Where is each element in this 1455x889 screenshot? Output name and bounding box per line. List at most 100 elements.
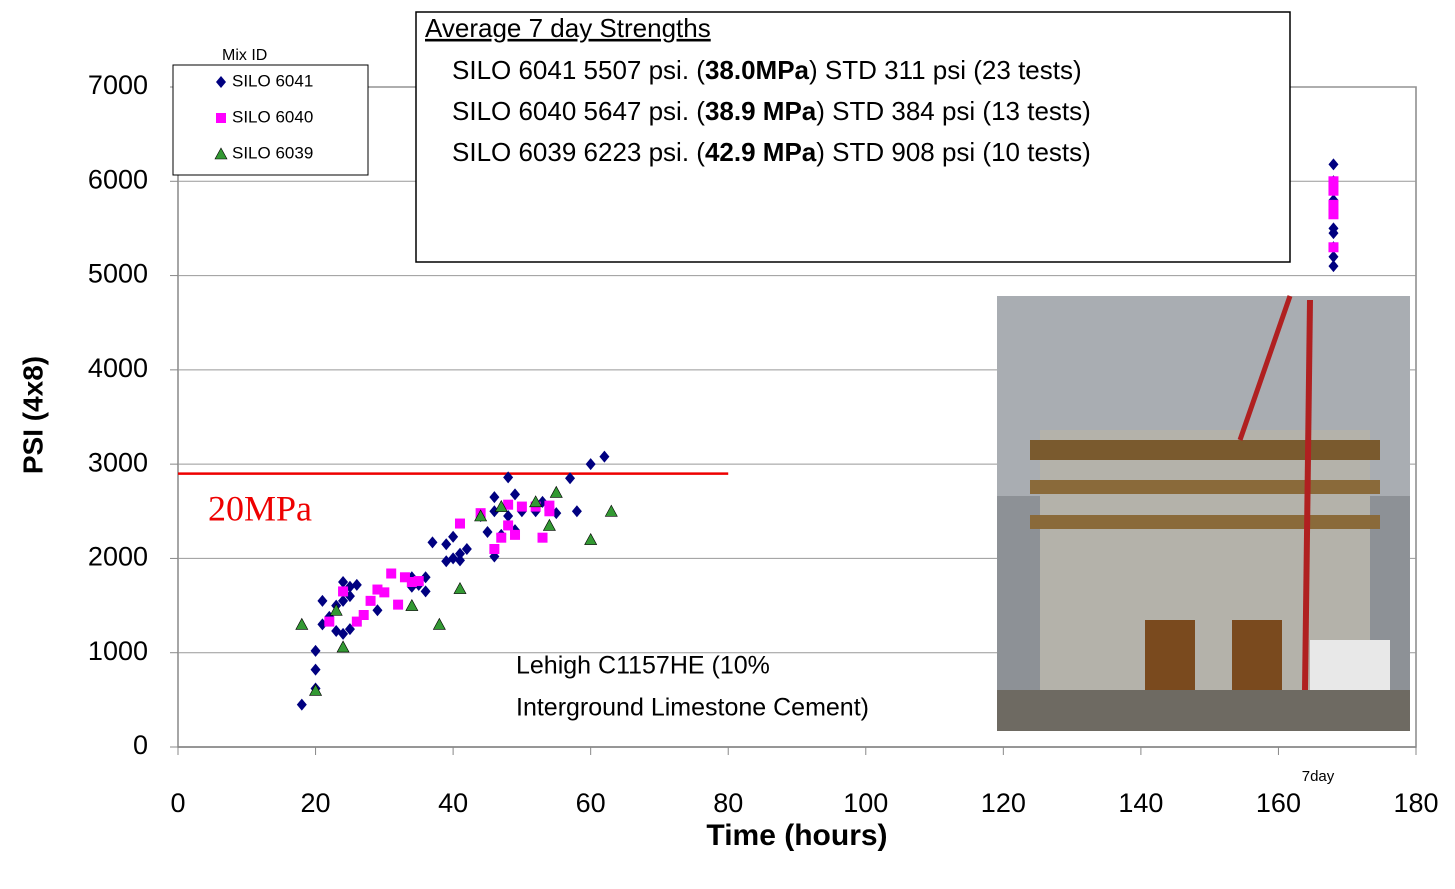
marker <box>324 616 335 627</box>
summary-text: ) STD 908 psi (10 tests) <box>816 137 1091 167</box>
marker <box>503 499 514 510</box>
summary-bold: 42.9 MPa <box>705 137 817 167</box>
y-axis-title: PSI (4x8) <box>17 356 48 474</box>
marker <box>510 529 521 540</box>
marker <box>379 587 390 598</box>
marker <box>565 472 576 485</box>
legend-label: SILO 6041 <box>232 71 313 90</box>
marker <box>317 594 328 607</box>
marker <box>336 640 350 653</box>
x-tick-label: 120 <box>981 788 1026 818</box>
marker <box>454 554 465 567</box>
y-tick-label: 2000 <box>88 542 148 572</box>
marker <box>338 627 349 640</box>
marker <box>1328 209 1339 220</box>
note: Lehigh C1157HE (10% <box>516 652 770 680</box>
marker <box>338 594 349 607</box>
marker <box>295 617 309 630</box>
marker <box>405 598 419 611</box>
marker <box>329 603 343 616</box>
legend-label: SILO 6039 <box>232 143 313 162</box>
summary-title: Average 7 day Strengths <box>425 13 711 43</box>
summary-text: ) STD 311 psi (23 tests) <box>809 55 1082 85</box>
summary-line: SILO 6039 6223 psi. (42.9 MPa) STD 908 p… <box>452 137 1091 167</box>
marker <box>310 644 321 657</box>
marker <box>482 526 493 539</box>
marker <box>510 488 521 501</box>
marker <box>454 547 465 560</box>
marker <box>448 552 459 565</box>
marker <box>441 538 452 551</box>
legend-title: Mix ID <box>222 47 267 64</box>
x-tick-label: 180 <box>1393 788 1438 818</box>
summary-bold: 38.9 MPa <box>705 96 817 126</box>
marker <box>386 568 397 579</box>
marker <box>1328 260 1339 273</box>
marker <box>309 683 323 696</box>
x-tick-label: 60 <box>576 788 606 818</box>
x-tick-label: 80 <box>713 788 743 818</box>
y-tick-label: 3000 <box>88 447 148 477</box>
legend-label: SILO 6040 <box>232 107 313 126</box>
marker <box>503 510 514 522</box>
marker <box>503 471 514 484</box>
reference-label: 20MPa <box>208 488 312 528</box>
marker <box>571 505 582 518</box>
marker <box>599 450 610 463</box>
y-tick-label: 1000 <box>88 636 148 666</box>
x-tick-label: 20 <box>301 788 331 818</box>
summary-line: SILO 6040 5647 psi. (38.9 MPa) STD 384 p… <box>452 96 1091 126</box>
x-tick-label: 0 <box>170 788 185 818</box>
summary-line: SILO 6041 5507 psi. (38.0MPa) STD 311 ps… <box>452 55 1082 85</box>
marker <box>351 616 362 627</box>
marker <box>372 584 383 595</box>
marker <box>1328 176 1339 187</box>
summary-text: SILO 6039 6223 psi. ( <box>452 137 705 167</box>
marker <box>448 530 459 543</box>
summary-bold: 38.0MPa <box>705 55 810 85</box>
marker <box>296 698 307 711</box>
marker <box>432 617 446 630</box>
marker <box>1328 199 1339 210</box>
marker <box>585 458 596 471</box>
marker <box>413 576 424 587</box>
marker <box>1328 185 1339 196</box>
x-tick-label: 100 <box>843 788 888 818</box>
marker <box>420 585 431 598</box>
marker <box>393 599 404 610</box>
marker <box>427 536 438 549</box>
marker <box>489 544 500 554</box>
x-annotation: 7day <box>1302 768 1335 785</box>
marker <box>406 577 417 587</box>
marker <box>1328 222 1339 235</box>
marker <box>474 509 488 522</box>
x-tick-label: 40 <box>438 788 468 818</box>
marker <box>496 532 507 543</box>
x-tick-label: 160 <box>1256 788 1301 818</box>
marker <box>338 586 349 597</box>
marker <box>461 543 472 555</box>
marker <box>358 610 369 620</box>
marker <box>489 491 500 504</box>
y-tick-label: 0 <box>133 730 148 760</box>
marker <box>454 518 465 529</box>
marker <box>604 504 618 517</box>
note: Interground Limestone Cement) <box>516 694 869 722</box>
marker <box>214 147 228 160</box>
marker <box>544 500 555 511</box>
marker <box>549 485 563 498</box>
marker <box>1328 242 1339 253</box>
marker <box>503 520 514 531</box>
summary-text: SILO 6040 5647 psi. ( <box>452 96 705 126</box>
marker <box>544 506 555 517</box>
y-tick-label: 4000 <box>88 353 148 383</box>
marker <box>542 518 556 531</box>
y-tick-label: 5000 <box>88 259 148 289</box>
marker <box>338 576 349 588</box>
x-axis-title: Time (hours) <box>706 819 887 852</box>
marker <box>529 495 543 508</box>
summary-box <box>415 11 1291 263</box>
marker <box>399 572 410 583</box>
marker <box>453 581 467 594</box>
